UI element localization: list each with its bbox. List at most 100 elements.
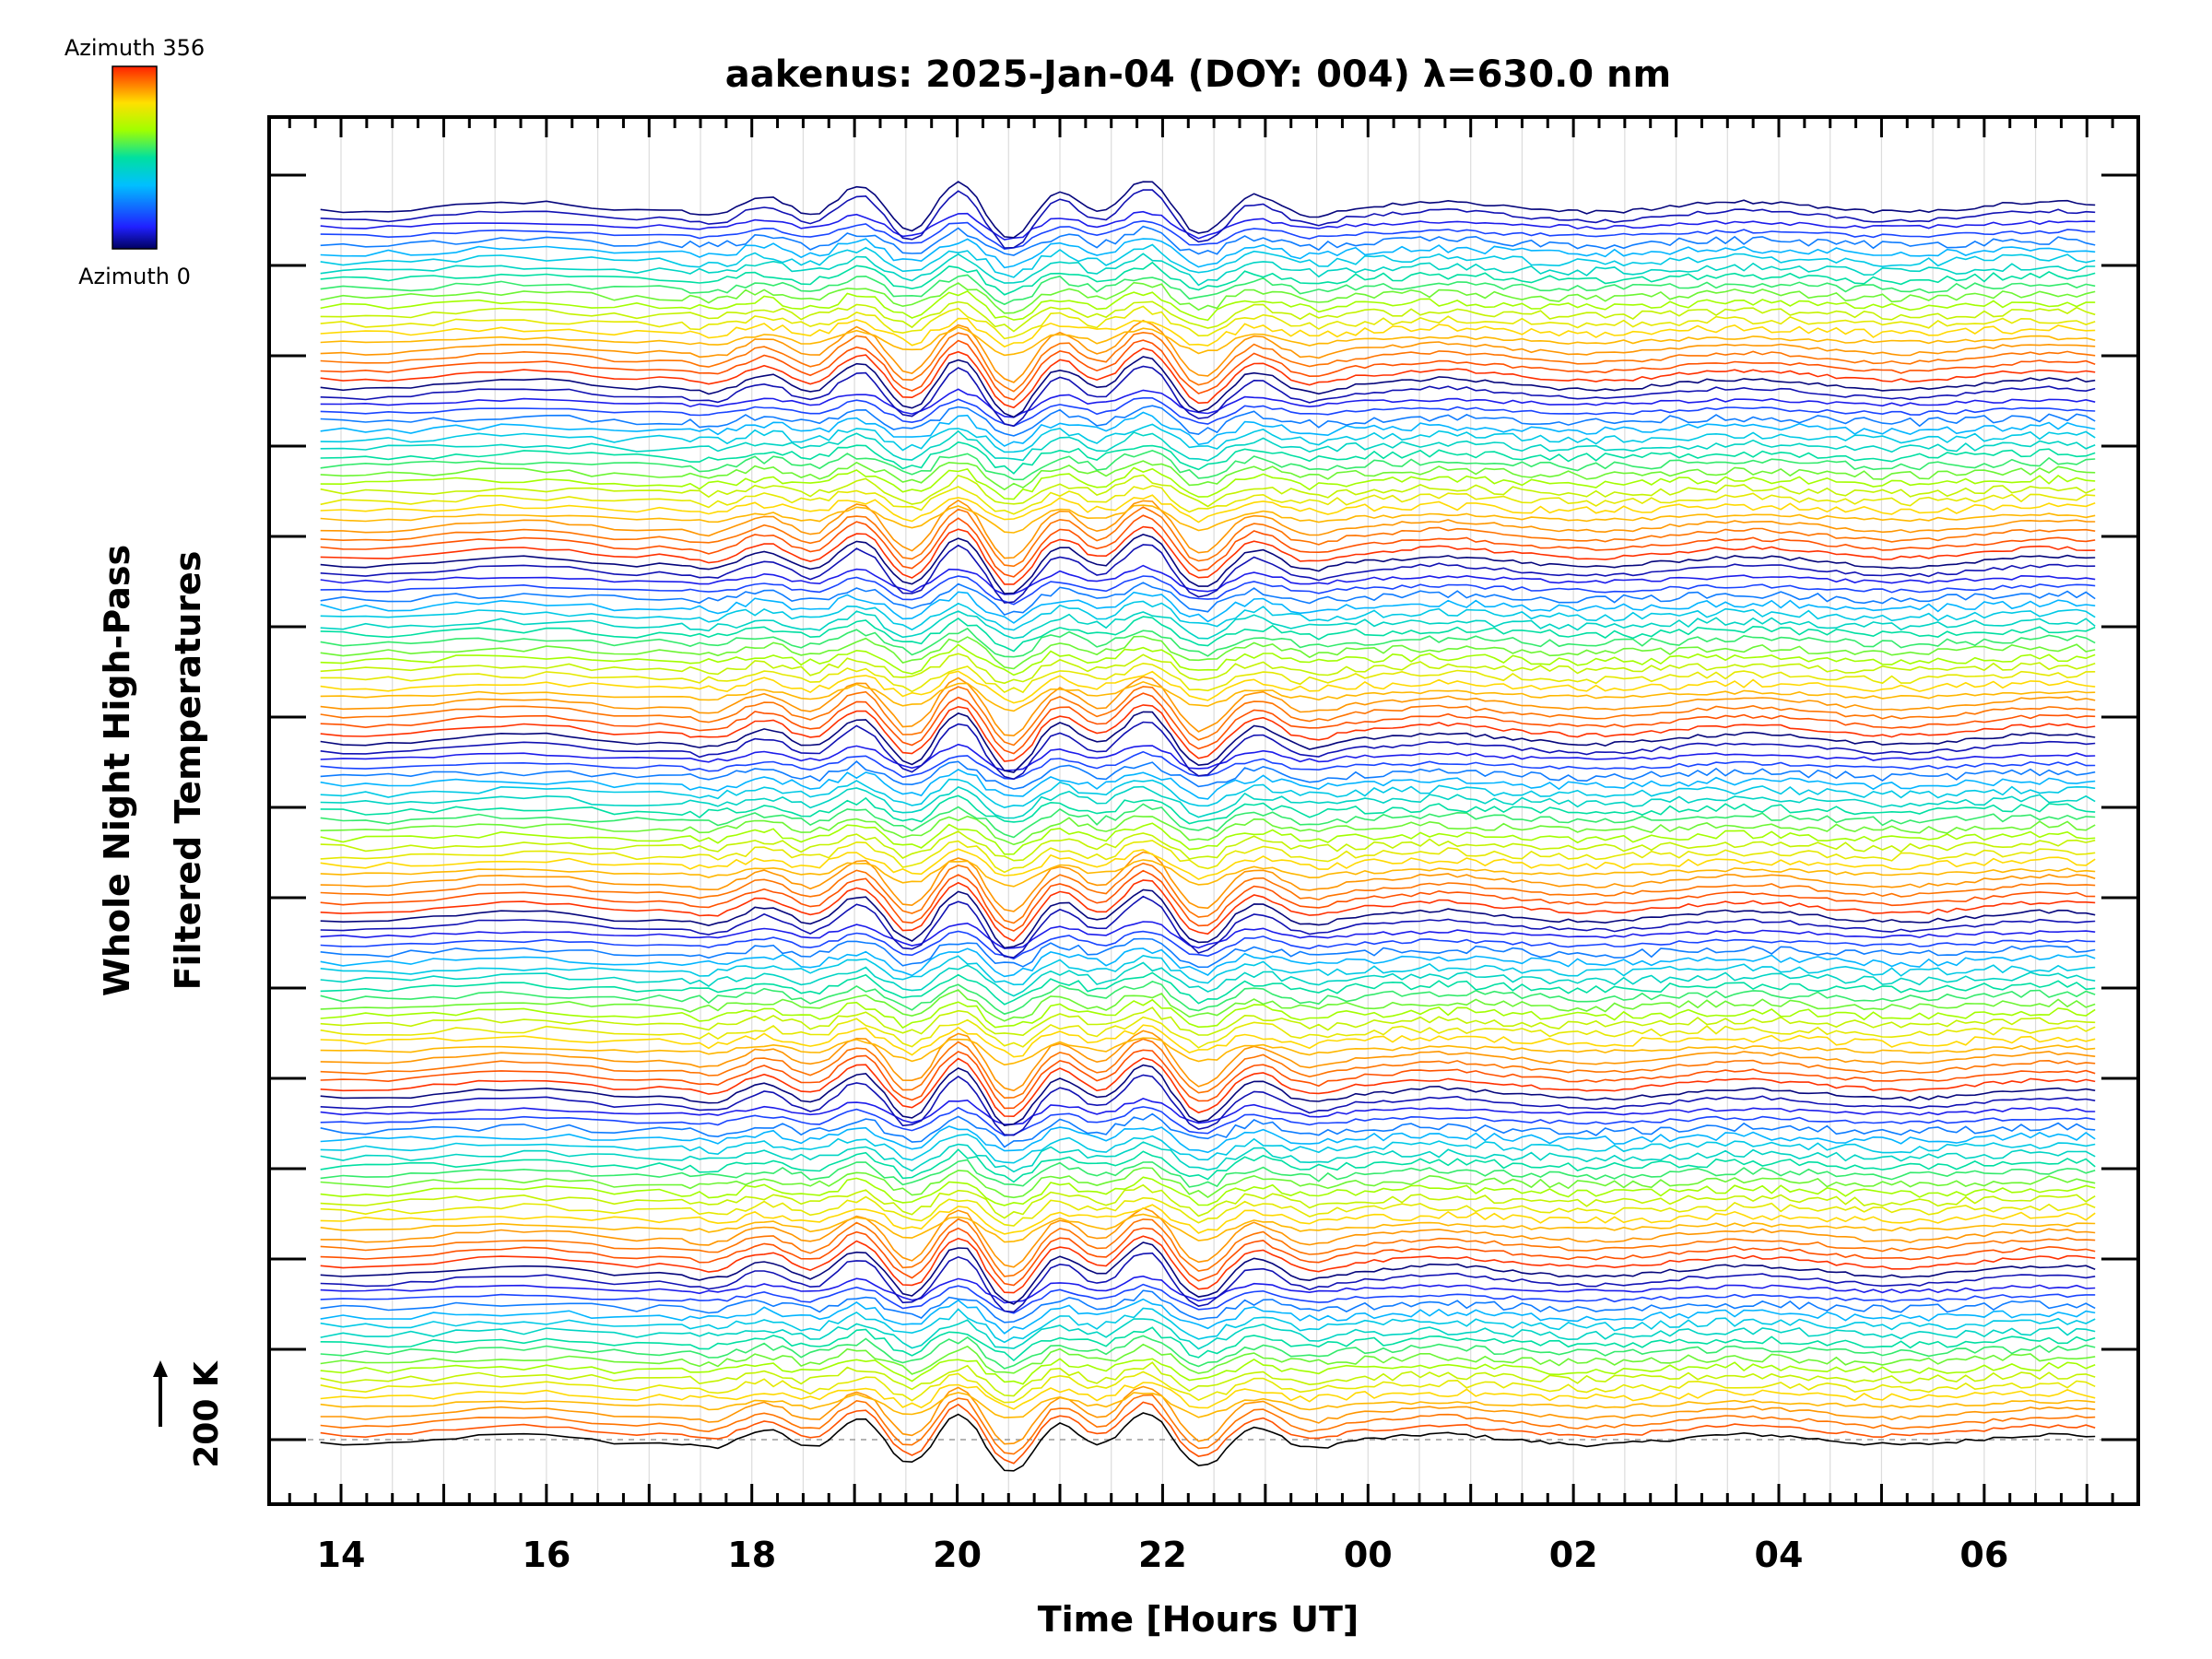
temperature-trace: [320, 253, 2096, 287]
temperature-trace: [320, 971, 2096, 1006]
temperature-trace: [320, 848, 2096, 880]
temperature-trace: [320, 822, 2096, 855]
temperature-trace: [320, 460, 2096, 491]
temperature-trace: [320, 1064, 2096, 1127]
y-axis-title-line2: Filtered Temperatures: [168, 551, 208, 991]
temperature-trace: [320, 1030, 2096, 1092]
temperature-trace: [320, 1227, 2096, 1287]
temperature-trace: [320, 1106, 2096, 1136]
temperature-trace: [320, 441, 2096, 475]
temperature-trace: [320, 1235, 2096, 1294]
temperature-trace: [320, 803, 2096, 839]
temperature-trace: [320, 1159, 2096, 1188]
temperature-trace: [320, 998, 2096, 1030]
x-tick-label: 00: [1344, 1535, 1393, 1575]
temperature-trace: [320, 1241, 2096, 1305]
temperature-trace: [320, 627, 2096, 658]
temperature-trace: [320, 1038, 2096, 1100]
temperature-trace: [320, 760, 2096, 790]
temperature-trace: [320, 300, 2096, 333]
temperature-trace: [320, 1361, 2096, 1397]
temperature-trace: [320, 261, 2096, 296]
temperature-trace: [320, 219, 2096, 251]
temperature-trace: [320, 1049, 2096, 1110]
temperature-trace: [320, 815, 2096, 846]
temperature-trace: [320, 317, 2096, 348]
scale-arrow-head: [153, 1360, 168, 1377]
temperature-trace: [320, 704, 2096, 762]
temperature-trace: [320, 750, 2096, 781]
temperature-trace: [320, 1057, 2096, 1118]
temperature-trace: [320, 1195, 2096, 1227]
colorbar: Azimuth 356 Azimuth 0: [65, 35, 205, 289]
temperature-trace: [320, 1176, 2096, 1206]
temperature-trace: [320, 785, 2096, 819]
temperature-trace: [320, 1358, 2096, 1385]
x-tick-label: 04: [1755, 1535, 1804, 1575]
temperature-trace: [320, 544, 2096, 604]
axis-ticks: [269, 117, 2138, 1504]
temperature-trace: [320, 499, 2096, 559]
temperature-trace: [320, 494, 2096, 524]
temperature-trace: [320, 1307, 2096, 1344]
temperature-trace: [320, 347, 2096, 409]
chart-title: aakenus: 2025-Jan-04 (DOY: 004) λ=630.0 …: [725, 53, 1671, 96]
x-tick-labels: 14 16 18 20 22 00 02 04 06: [317, 1535, 2009, 1575]
temperature-trace: [320, 525, 2096, 585]
x-tick-label: 14: [317, 1535, 366, 1575]
temperature-trace: [320, 450, 2096, 481]
temperature-trace: [320, 859, 2096, 888]
x-tick-label: 22: [1138, 1535, 1187, 1575]
temperature-trace: [320, 981, 2096, 1016]
temperature-trace: [320, 305, 2096, 340]
temperature-trace: [320, 635, 2096, 670]
temperature-trace: [320, 921, 2096, 949]
temperature-trace: [320, 947, 2096, 978]
y-axis-title-line1: Whole Night High-Pass: [97, 545, 137, 996]
temperature-trace: [320, 504, 2096, 534]
temperature-trace: [320, 1326, 2096, 1362]
temperature-trace: [320, 743, 2096, 771]
temperature-trace: [320, 1385, 2096, 1445]
temperature-trace: [320, 365, 2096, 428]
temperature-trace: [320, 1343, 2096, 1375]
temperature-trace: [320, 466, 2096, 500]
temperature-trace: [320, 662, 2096, 694]
temperature-trace: [320, 888, 2096, 949]
scale-label: 200 K: [188, 1360, 226, 1468]
temperature-trace: [320, 778, 2096, 809]
temperature-trace: [320, 1401, 2096, 1465]
temperature-trace: [320, 1148, 2096, 1183]
temperature-trace: [320, 1275, 2096, 1304]
temperature-trace: [320, 405, 2096, 437]
temperature-trace: [320, 243, 2096, 278]
x-tick-label: 06: [1959, 1535, 2008, 1575]
temperature-trace: [320, 895, 2096, 959]
temperature-trace: [320, 879, 2096, 942]
temperature-trace: [320, 575, 2096, 606]
temperature-trace: [320, 1382, 2096, 1410]
temperature-trace: [320, 1133, 2096, 1164]
temperature-trace: [320, 331, 2096, 393]
temperature-trace: [320, 1335, 2096, 1370]
temperature-traces: [320, 181, 2096, 1472]
x-tick-label: 18: [727, 1535, 776, 1575]
temperature-trace: [320, 1218, 2096, 1277]
temperature-trace: [320, 289, 2096, 322]
temperature-trace: [320, 1318, 2096, 1350]
temperature-trace: [320, 1183, 2096, 1219]
temperature-trace: [320, 189, 2096, 249]
temperature-trace: [320, 955, 2096, 986]
temperature-trace: [320, 1392, 2096, 1418]
temperature-trace: [320, 643, 2096, 677]
temperature-trace: [320, 485, 2096, 515]
temperature-trace: [320, 711, 2096, 773]
temperature-trace: [320, 1394, 2096, 1455]
temperature-trace: [320, 411, 2096, 447]
temperature-trace: [320, 582, 2096, 617]
temperature-trace: [320, 862, 2096, 924]
temperature-trace: [320, 686, 2096, 747]
temperature-trace: [320, 1112, 2096, 1148]
temperature-trace: [320, 564, 2096, 595]
